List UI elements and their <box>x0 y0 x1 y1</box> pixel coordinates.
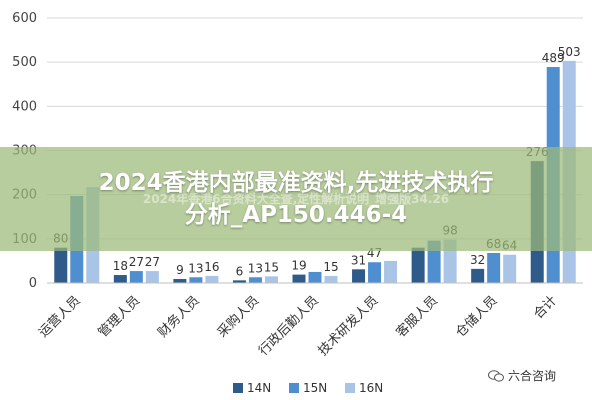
bar-14N <box>352 269 366 283</box>
y-tick-label: 0 <box>29 276 37 291</box>
bar-14N <box>292 274 306 283</box>
bar-15N <box>308 271 322 283</box>
x-tick-label: 合计 <box>531 293 560 322</box>
legend-swatch <box>233 383 243 393</box>
bar-14N <box>173 279 187 283</box>
data-label: 15 <box>264 260 279 274</box>
overlay-subtitle: 2024年香港6合资料大全查,定性解析说明_增强版34.26 <box>142 192 450 206</box>
bar-16N <box>145 271 159 283</box>
bar-14N <box>411 247 425 283</box>
data-label: 15 <box>323 260 338 274</box>
bar-16N <box>264 276 278 283</box>
x-tick-label: 管理人员 <box>96 293 143 340</box>
bar-15N <box>129 271 143 283</box>
data-label: 27 <box>129 255 144 269</box>
legend-label: 16N <box>359 381 383 395</box>
overlay-title: 2024香港内部最准资料,先进技术执行 分析_AP150.446-4 <box>0 167 592 231</box>
x-tick-label: 仓储人员 <box>453 293 500 340</box>
wechat-icon <box>488 369 504 382</box>
data-label: 16 <box>204 260 219 274</box>
bar-14N <box>54 247 68 283</box>
x-tick-label: 客服人员 <box>393 293 441 341</box>
bar-14N <box>232 280 246 283</box>
data-label: 32 <box>470 253 485 267</box>
bar-15N <box>368 262 382 283</box>
y-tick-label: 600 <box>12 11 37 26</box>
brand-watermark: 六合咨询 <box>488 367 556 384</box>
bar-16N <box>324 275 338 283</box>
y-tick-label: 500 <box>12 55 37 70</box>
bar-15N <box>189 277 203 283</box>
data-label: 27 <box>145 255 160 269</box>
data-label: 18 <box>113 259 128 273</box>
legend-label: 15N <box>303 381 327 395</box>
data-label: 489 <box>542 51 565 65</box>
bar-15N <box>487 252 501 283</box>
legend-label: 14N <box>247 381 271 395</box>
data-label: 13 <box>188 261 203 275</box>
overlay-banner <box>0 147 592 251</box>
x-tick-label: 运营人员 <box>36 293 83 340</box>
legend-swatch <box>289 383 299 393</box>
bar-14N <box>113 275 127 283</box>
x-tick-label: 行政后勤人员 <box>256 293 322 359</box>
bar-16N <box>205 275 219 283</box>
overlay-title-line1: 2024香港内部最准资料,先进技术执行 <box>98 170 494 196</box>
data-label: 31 <box>351 253 366 267</box>
x-tick-label: 技术研发人员 <box>315 293 381 359</box>
data-label: 13 <box>248 261 263 275</box>
y-tick-label: 400 <box>12 99 37 114</box>
overlay-title-line2: 分析_AP150.446-4 <box>184 202 408 228</box>
legend: 14N 15N 16N <box>233 381 383 395</box>
legend-swatch <box>345 383 355 393</box>
data-label: 6 <box>236 264 244 278</box>
x-tick-label: 采购人员 <box>214 293 262 341</box>
bar-14N <box>471 268 485 283</box>
brand-name: 六合咨询 <box>508 369 557 383</box>
bar-16N <box>384 260 398 283</box>
data-label: 19 <box>291 259 306 273</box>
bar-16N <box>503 254 517 283</box>
data-label: 503 <box>558 45 581 59</box>
data-label: 9 <box>176 263 184 277</box>
x-tick-label: 财务人员 <box>155 293 203 341</box>
bar-15N <box>248 277 262 283</box>
bar-15N <box>427 240 441 283</box>
